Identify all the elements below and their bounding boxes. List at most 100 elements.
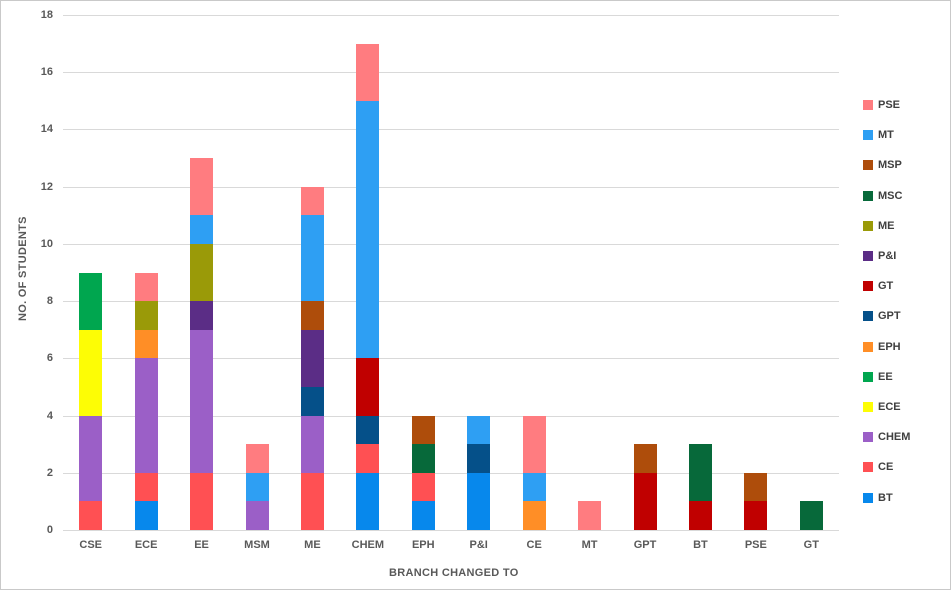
y-tick-label-14: 14 [40, 123, 53, 136]
bar-segment-BT-GT [688, 501, 712, 530]
legend-label-PSE: PSE [878, 99, 901, 111]
legend-label-GPT: GPT [878, 310, 901, 323]
bar-segment-BT-MSC [688, 444, 712, 502]
gridline-y-16 [63, 72, 839, 74]
legend-swatch-GPT [863, 311, 873, 322]
x-tick-label-EPH: EPH [411, 539, 435, 551]
y-tick-label-16: 16 [40, 66, 53, 79]
legend-swatch-ECE [863, 402, 873, 412]
bar-segment-CE-PSE [522, 415, 546, 473]
bar-segment-CSE-CE [79, 501, 103, 530]
y-tick-label-10: 10 [40, 237, 53, 250]
bar-segment-EE-ME [190, 243, 214, 302]
legend-item-EPH: EPH [863, 341, 901, 353]
legend-swatch-ME [863, 220, 873, 231]
bar-segment-CSE-EE [79, 272, 103, 330]
x-tick-label-GPT: GPT [633, 539, 657, 551]
legend-swatch-MT [863, 130, 873, 141]
bar-segment-ME-PSE [300, 186, 324, 216]
legend-swatch-CHEM [863, 432, 873, 443]
bar-segment-CHEM-BT [356, 472, 380, 530]
bar-segment-EPH-CE [411, 472, 435, 502]
bar-segment-MSM-PSE [245, 444, 269, 473]
bar-segment-EPH-MSP [411, 415, 435, 445]
bar-segment-CSE-CHEM [79, 415, 103, 502]
bar-segment-CHEM-CE [356, 444, 380, 473]
x-tick-label-P&I: P&I [469, 539, 488, 551]
legend-label-ECE: ECE [878, 401, 901, 413]
x-tick-label-ECE: ECE [134, 539, 158, 551]
legend-label-EE: EE [878, 370, 893, 383]
bar-segment-CHEM-PSE [356, 43, 380, 101]
y-tick-label-12: 12 [40, 180, 53, 193]
gridline-y-2 [63, 472, 839, 474]
legend-label-CHEM: CHEM [878, 431, 911, 444]
bar-segment-GPT-GT [633, 472, 657, 530]
bar-segment-CSE-ECE [79, 329, 103, 416]
legend-label-P&I: P&I [878, 250, 897, 262]
legend-item-CE: CE [863, 461, 893, 473]
x-tick-label-CSE: CSE [79, 539, 103, 551]
gridline-y-6 [63, 358, 839, 360]
bar-segment-ME-GPT [300, 386, 324, 416]
legend-swatch-CE [863, 462, 873, 473]
bar-segment-ME-MT [300, 215, 324, 302]
bar-segment-MT-PSE [578, 501, 602, 530]
bar-segment-CHEM-GPT [356, 415, 380, 445]
legend-item-ME: ME [863, 220, 895, 232]
y-tick-label-4: 4 [46, 409, 53, 422]
bar-segment-ME-CHEM [300, 415, 324, 473]
x-tick-label-EE: EE [194, 539, 209, 551]
legend-swatch-PSE [863, 100, 873, 110]
y-tick-label-6: 6 [46, 352, 53, 365]
legend-item-MT: MT [863, 129, 894, 141]
x-tick-label-PSE: PSE [744, 539, 767, 551]
bar-segment-ECE-CE [134, 472, 158, 502]
gridline-y-0 [63, 530, 839, 531]
bar-segment-ME-MSP [300, 301, 324, 330]
legend-item-ECE: ECE [863, 401, 901, 413]
bar-segment-EE-CE [190, 472, 214, 530]
legend-item-EE: EE [863, 371, 893, 383]
legend-item-P&I: P&I [863, 250, 896, 262]
legend-label-EPH: EPH [878, 340, 901, 353]
bar-segment-ECE-PSE [134, 272, 158, 302]
legend-label-MSP: MSP [878, 159, 902, 172]
legend-swatch-P&I [863, 251, 873, 261]
bar-segment-EE-CHEM [190, 329, 214, 473]
bar-segment-CE-EPH [522, 501, 546, 530]
bar-segment-MSM-CHEM [245, 501, 269, 530]
legend-item-MSC: MSC [863, 190, 902, 202]
x-tick-label-MSM: MSM [244, 539, 270, 551]
gridline-y-10 [63, 243, 839, 245]
x-axis-title: BRANCH CHANGED TO [389, 567, 519, 579]
gridline-y-18 [63, 15, 839, 16]
gridline-y-8 [63, 301, 839, 303]
legend-item-MSP: MSP [863, 159, 902, 171]
legend-item-BT: BT [863, 492, 893, 504]
gridline-y-12 [63, 186, 839, 188]
x-tick-label-CHEM: CHEM [351, 539, 385, 551]
legend-swatch-GT [863, 281, 873, 292]
y-tick-label-18: 18 [40, 9, 53, 21]
bar-segment-EPH-MSC [411, 444, 435, 473]
y-tick-label-8: 8 [46, 295, 53, 308]
legend-item-PSE: PSE [863, 99, 900, 111]
legend-swatch-EE [863, 371, 873, 382]
legend-item-GT: GT [863, 280, 893, 292]
bar-segment-ECE-ME [134, 301, 158, 330]
legend-label-MT: MT [878, 129, 894, 142]
x-tick-label-ME: ME [304, 539, 321, 551]
y-tick-label-0: 0 [46, 524, 53, 536]
bar-segment-ME-P&I [300, 329, 324, 387]
bar-segment-MSM-MT [245, 472, 269, 502]
legend-label-GT: GT [878, 280, 894, 293]
x-tick-label-MT: MT [581, 539, 598, 551]
y-tick-label-2: 2 [46, 466, 53, 479]
legend-swatch-MSC [863, 190, 873, 201]
x-tick-label-CE: CE [526, 539, 542, 551]
bar-segment-EE-PSE [190, 158, 214, 216]
bar-segment-PSE-GT [744, 501, 768, 530]
legend-item-CHEM: CHEM [863, 431, 910, 443]
